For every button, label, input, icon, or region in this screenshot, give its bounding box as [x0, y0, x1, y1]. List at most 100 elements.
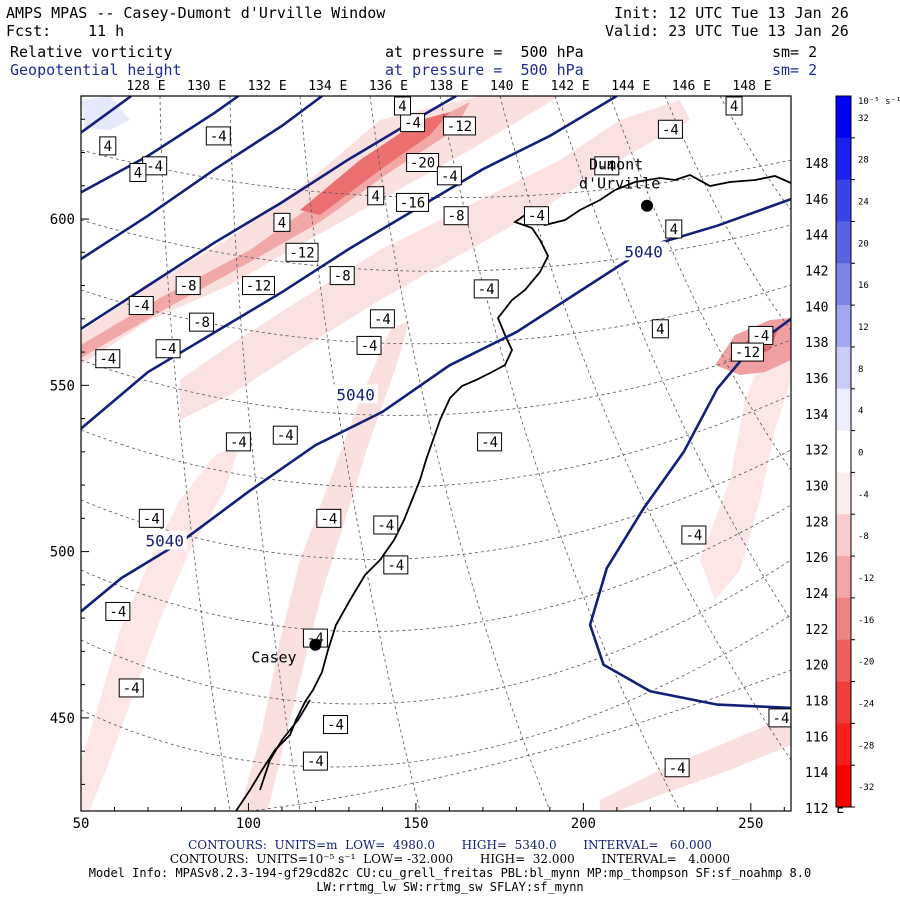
vorticity-contour-label: -4: [99, 352, 116, 368]
vorticity-label-box: [138, 508, 164, 528]
height-label-bg: [142, 530, 187, 550]
vorticity-contour-label: -12: [246, 279, 271, 295]
field1-name: Relative vorticity: [10, 43, 173, 61]
vorticity-contour-label: -8: [180, 279, 197, 295]
vorticity-contour-label: -4: [478, 282, 495, 298]
colorbar-swatch: [836, 723, 851, 766]
vorticity-contour-label: -4: [230, 435, 247, 451]
colorbar-frame: [835, 95, 852, 808]
vorticity-contour-label: 4: [656, 322, 664, 338]
vorticity-contour-label: -4: [160, 342, 177, 358]
vorticity-label-box: [99, 136, 117, 156]
top-lon-label: 128 E: [126, 79, 165, 94]
y-tick-label: 550: [50, 378, 75, 394]
footer-model-info-2: LW:rrtmg_lw SW:rrtmg_sw SFLAY:sf_mynn: [316, 880, 584, 894]
vorticity-label-box: [118, 678, 144, 698]
height-contour-line: [81, 96, 618, 430]
height-label-bg: [333, 384, 378, 404]
vorticity-contour-label: -4: [320, 511, 337, 527]
vorticity-label-box: [383, 555, 409, 575]
parallel-line: [81, 339, 791, 416]
vort-east-ridge: [700, 320, 791, 600]
vorticity-contour-label: -4: [528, 209, 545, 225]
height-contour-line: [588, 317, 791, 710]
vort-southeast: [600, 715, 791, 810]
meridian-line: [609, 96, 791, 471]
vorticity-label-box: [272, 425, 298, 445]
vorticity-contour-label: 4: [278, 215, 286, 231]
x-tick-label: 100: [236, 816, 261, 832]
station-label-casey: Casey: [251, 649, 296, 667]
plot-title: AMPS MPAS -- Casey-Dumont d'Urville Wind…: [6, 4, 386, 22]
vorticity-contour-label: -4: [143, 511, 160, 527]
colorbar-swatch: [836, 96, 851, 139]
right-side-label: 136 E: [805, 372, 844, 387]
vort-positive: [81, 96, 130, 130]
vorticity-contour-label: -8: [448, 209, 465, 225]
parallel-line: [81, 284, 791, 345]
vorticity-contour-label: -4: [210, 129, 227, 145]
meridian-line: [499, 96, 791, 761]
parallel-line: [249, 669, 791, 811]
right-side-label: 132 E: [805, 444, 844, 459]
colorbar-swatch: [836, 430, 851, 473]
vorticity-contour-label: -4: [752, 328, 769, 344]
vorticity-contour-label: 4: [134, 165, 142, 181]
meridian-line: [369, 96, 551, 811]
x-tick-label: 150: [403, 816, 428, 832]
vorticity-contour-label: -4: [327, 718, 344, 734]
meridian-line: [554, 96, 791, 621]
x-axis: 50 100 150 200 250: [73, 803, 785, 832]
vorticity-label-box: [175, 276, 201, 296]
vorticity-label-box: [594, 156, 620, 176]
colorbar-label: -32: [858, 783, 874, 793]
colorbar-label: 0: [858, 449, 863, 459]
station-marker: [309, 638, 322, 651]
right-side-label: 138 E: [805, 336, 844, 351]
vorticity-label-box: [681, 525, 707, 545]
vorticity-contour-label: 4: [730, 99, 738, 115]
vort-southwest: [81, 445, 240, 810]
parallel-line: [81, 504, 791, 632]
top-lon-label: 132 E: [248, 79, 287, 94]
vorticity-contour-label: -16: [400, 195, 425, 211]
colorbar-swatch: [836, 597, 851, 641]
field2-pressure: at pressure = 500 hPa: [385, 61, 584, 79]
colorbar-label: -28: [858, 741, 874, 751]
vorticity-label-box: [373, 515, 399, 535]
colorbar-label: 12: [858, 323, 869, 333]
colorbar-swatch: [836, 639, 851, 683]
vorticity-contour-labels: -12-20-16-8-12-12-8-8-8-4-4-4-4-4-4-4-4-…: [95, 96, 791, 778]
vorticity-label-box: [323, 715, 349, 735]
vorticity-label-box: [105, 601, 131, 621]
vorticity-contour-label: -4: [441, 169, 458, 185]
field1-smoothing: sm= 2: [772, 43, 818, 61]
vorticity-contour-label: -4: [387, 558, 404, 574]
top-lon-label: 130 E: [187, 79, 226, 94]
vorticity-label-box: [442, 116, 476, 136]
height-contour-label: 5040: [624, 242, 663, 261]
height-contour-label: 5040: [145, 532, 184, 551]
right-side-label: 124 E: [805, 587, 844, 602]
vort-mid-band: [180, 100, 690, 420]
colorbar-swatch: [836, 514, 851, 557]
right-side-label: 120 E: [805, 659, 844, 674]
vorticity-label-box: [725, 96, 743, 116]
vorticity-label-box: [225, 432, 251, 452]
top-lon-label: 146 E: [672, 79, 711, 94]
parallel-line: [81, 394, 791, 488]
vorticity-label-box: [95, 349, 121, 369]
colorbar-label: 8: [858, 365, 863, 375]
height-contour-line: [81, 96, 323, 261]
vorticity-label-box: [329, 266, 355, 286]
right-side-label: 118 E: [805, 695, 844, 710]
meridian-line: [159, 96, 231, 811]
vorticity-label-box: [730, 342, 764, 362]
right-side-label: 126 E: [805, 551, 844, 566]
vorticity-contour-label: -4: [598, 159, 615, 175]
vorticity-label-box: [394, 96, 412, 116]
right-side-label: 114 E: [805, 766, 844, 781]
vorticity-contour-label: -8: [193, 315, 210, 331]
vorticity-contour-label: -4: [377, 518, 394, 534]
